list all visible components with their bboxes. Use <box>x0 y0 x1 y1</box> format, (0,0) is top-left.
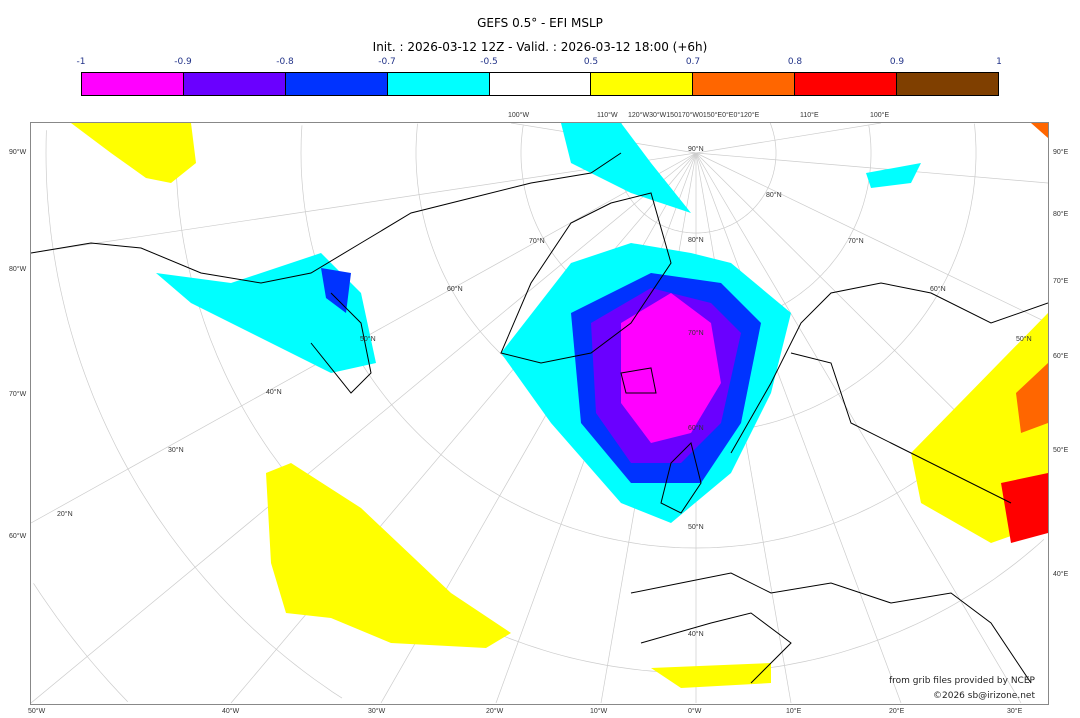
top-axis-label: 100°W <box>508 112 530 119</box>
lat-axis-label: 40°N <box>688 631 704 638</box>
right-axis-label: 90°E <box>1053 149 1069 156</box>
colorbar-tick: -0.8 <box>276 57 294 67</box>
latitude-circle <box>45 130 343 699</box>
colorbar-tick: 1 <box>996 57 1002 67</box>
top-axis-label: 110°E <box>800 112 819 119</box>
lat-axis-label: 60°N <box>930 286 946 293</box>
map-title: GEFS 0.5° - EFI MSLP <box>477 16 603 30</box>
right-axis-label: 60°E <box>1053 353 1069 360</box>
colorbar-segment <box>489 73 592 95</box>
map-canvas <box>31 123 1048 704</box>
lat-axis-label: 30°N <box>168 447 184 454</box>
copyright-credit: ©2026 sb@irizone.net <box>933 691 1035 701</box>
colorbar-tick: -0.7 <box>378 57 396 67</box>
colorbar-tick: -0.5 <box>480 57 498 67</box>
lat-axis-label: 50°N <box>360 336 376 343</box>
bottom-axis-label: 10°E <box>786 708 802 715</box>
latitude-circle <box>974 123 977 153</box>
colorbar-segment <box>285 73 388 95</box>
top-axis-label: 110°W <box>597 112 618 119</box>
left-axis-label: 60°W <box>9 533 27 540</box>
colorbar <box>81 72 999 96</box>
colorbar-tick: -0.9 <box>174 57 192 67</box>
lat-axis-label: 70°N <box>529 238 545 245</box>
bottom-axis-label: 40°W <box>222 708 240 715</box>
lat-axis-label: 50°N <box>688 524 704 531</box>
bottom-axis-label: 0°W <box>688 708 702 715</box>
colorbar-segment <box>387 73 490 95</box>
lat-axis-label: 80°N <box>766 192 782 199</box>
colorbar-segment <box>693 73 796 95</box>
left-axis-label: 90°W <box>9 149 27 156</box>
efi-field <box>71 123 1048 688</box>
lat-axis-label: 40°N <box>266 389 282 396</box>
right-axis-label: 70°E <box>1053 278 1069 285</box>
source-credit: from grib files provided by NCEP <box>889 676 1035 686</box>
colorbar-tick: 0.9 <box>889 57 905 67</box>
colorbar-tick: -1 <box>76 57 86 67</box>
colorbar-segment <box>795 73 898 95</box>
left-axis-label: 70°W <box>9 391 27 398</box>
colorbar-tick: 0.7 <box>685 57 701 67</box>
top-axis-label: 120°W30°W150170°W0150°E0°E0°120°E <box>628 112 760 119</box>
lat-axis-label: 90°N <box>688 146 704 153</box>
lat-axis-label: 20°N <box>57 511 73 518</box>
lat-axis-label: 70°N <box>688 330 704 337</box>
bottom-axis-label: 20°W <box>486 708 504 715</box>
colorbar-tick: 0.8 <box>787 57 803 67</box>
right-axis-label: 80°E <box>1053 211 1069 218</box>
left-axis-label: 80°W <box>9 266 27 273</box>
colorbar-tick: 0.5 <box>583 57 599 67</box>
lat-axis-label: 60°N <box>688 425 704 432</box>
colorbar-segment <box>897 73 999 95</box>
bottom-axis-label: 20°E <box>889 708 905 715</box>
latitude-circle <box>33 583 128 703</box>
coastlines <box>31 152 1048 684</box>
bottom-axis-label: 10°W <box>590 708 608 715</box>
latitude-circle <box>868 125 872 153</box>
map-area <box>30 122 1049 705</box>
bottom-axis-label: 50°W <box>28 708 46 715</box>
top-axis-label: 100°E <box>870 112 890 119</box>
colorbar-segment <box>183 73 286 95</box>
lat-axis-label: 50°N <box>1016 336 1032 343</box>
map-subtitle: Init. : 2026-03-12 12Z - Valid. : 2026-0… <box>372 40 708 54</box>
colorbar-segment <box>591 73 694 95</box>
latitude-circle <box>769 123 777 153</box>
lat-axis-label: 80°N <box>688 237 704 244</box>
colorbar-segment <box>82 73 184 95</box>
right-axis-label: 50°E <box>1053 447 1069 454</box>
right-axis-label: 40°E <box>1053 571 1069 578</box>
bottom-axis-label: 30°W <box>368 708 386 715</box>
lat-axis-label: 60°N <box>447 286 463 293</box>
lat-axis-label: 70°N <box>848 238 864 245</box>
bottom-axis-label: 30°E <box>1007 708 1023 715</box>
graticule <box>31 123 1048 704</box>
